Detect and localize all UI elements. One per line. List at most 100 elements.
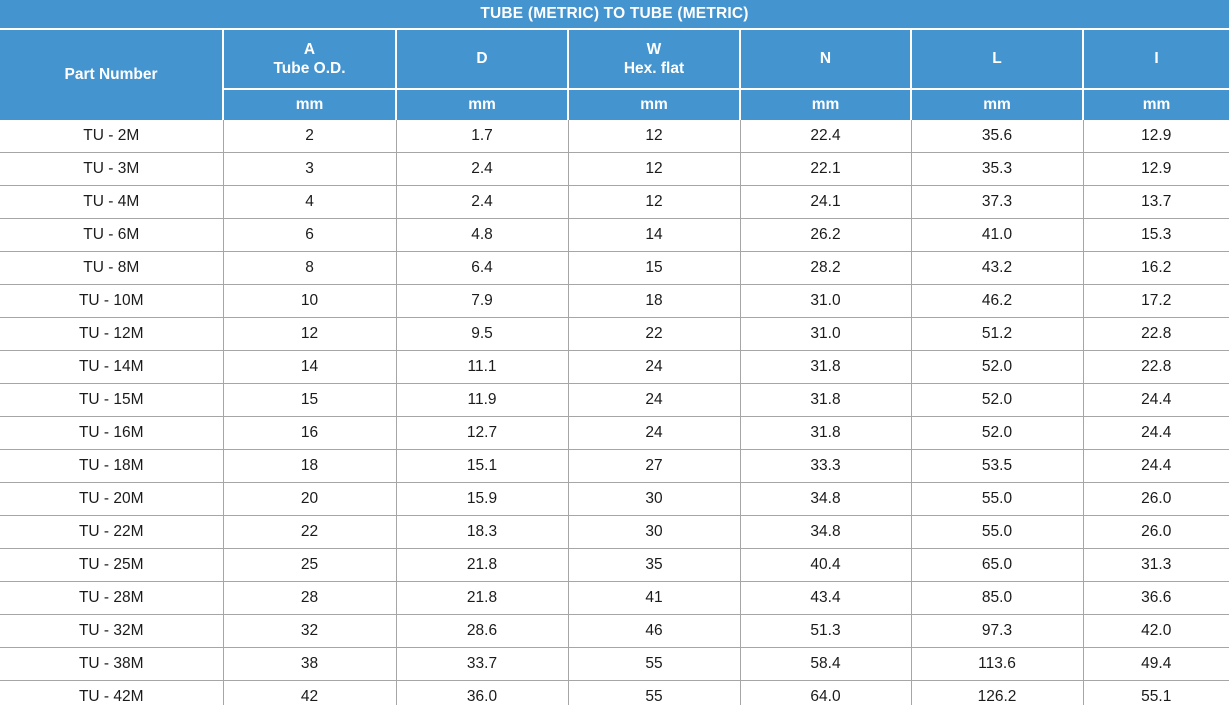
value-cell: 65.0 <box>911 548 1084 582</box>
value-cell: 6.4 <box>396 251 569 285</box>
value-cell: 22.8 <box>1083 317 1229 351</box>
value-cell: 24 <box>568 416 741 450</box>
value-cell: 4 <box>223 185 397 219</box>
part-number-cell: TU - 8M <box>0 251 224 285</box>
value-cell: 12 <box>568 152 741 186</box>
value-cell: 85.0 <box>911 581 1084 615</box>
column-header-part-number: Part Number <box>0 29 224 120</box>
value-cell: 32 <box>223 614 397 648</box>
value-cell: 35.6 <box>911 120 1084 153</box>
value-cell: 16.2 <box>1083 251 1229 285</box>
title-row: TUBE (METRIC) TO TUBE (METRIC) <box>0 0 1229 30</box>
value-cell: 43.4 <box>740 581 912 615</box>
part-number-cell: TU - 22M <box>0 515 224 549</box>
table-row: TU - 8M 8 6.4 15 28.2 43.2 16.2 <box>0 251 1229 285</box>
value-cell: 11.9 <box>396 383 569 417</box>
value-cell: 25 <box>223 548 397 582</box>
value-cell: 13.7 <box>1083 185 1229 219</box>
part-number-cell: TU - 2M <box>0 120 224 153</box>
value-cell: 14 <box>568 218 741 252</box>
part-number-cell: TU - 16M <box>0 416 224 450</box>
part-number-cell: TU - 3M <box>0 152 224 186</box>
unit-header-a: mm <box>223 89 397 120</box>
value-cell: 18 <box>223 449 397 483</box>
value-cell: 2.4 <box>396 152 569 186</box>
column-header-l: L <box>911 29 1084 90</box>
value-cell: 22.4 <box>740 120 912 153</box>
value-cell: 12.7 <box>396 416 569 450</box>
value-cell: 52.0 <box>911 416 1084 450</box>
value-cell: 51.3 <box>740 614 912 648</box>
value-cell: 20 <box>223 482 397 516</box>
unit-header-n: mm <box>740 89 912 120</box>
value-cell: 28.6 <box>396 614 569 648</box>
table-body: TU - 2M 2 1.7 12 22.4 35.6 12.9 TU - 3M 3 2.4 12 22… <box>0 120 1229 705</box>
value-cell: 41.0 <box>911 218 1084 252</box>
value-cell: 18 <box>568 284 741 318</box>
value-cell: 12.9 <box>1083 120 1229 153</box>
value-cell: 55 <box>568 647 741 681</box>
value-cell: 16 <box>223 416 397 450</box>
table-row: TU - 14M 14 11.1 24 31.8 52.0 22.8 <box>0 350 1229 384</box>
column-header-i: I <box>1083 29 1229 90</box>
table-row: TU - 3M 3 2.4 12 22.1 35.3 12.9 <box>0 152 1229 186</box>
value-cell: 12 <box>568 120 741 153</box>
value-cell: 31.8 <box>740 416 912 450</box>
part-number-cell: TU - 20M <box>0 482 224 516</box>
value-cell: 52.0 <box>911 350 1084 384</box>
part-number-cell: TU - 42M <box>0 680 224 705</box>
value-cell: 2 <box>223 120 397 153</box>
value-cell: 35 <box>568 548 741 582</box>
value-cell: 21.8 <box>396 581 569 615</box>
value-cell: 31.0 <box>740 317 912 351</box>
column-header-n: N <box>740 29 912 90</box>
value-cell: 24 <box>568 383 741 417</box>
value-cell: 24.4 <box>1083 383 1229 417</box>
value-cell: 12 <box>223 317 397 351</box>
column-header-w-label: W <box>646 40 662 58</box>
column-header-row: Part Number A Tube O.D. D W Hex. flat N … <box>0 29 1229 120</box>
part-number-cell: TU - 38M <box>0 647 224 681</box>
unit-header-l: mm <box>911 89 1084 120</box>
value-cell: 31.8 <box>740 383 912 417</box>
value-cell: 22.1 <box>740 152 912 186</box>
value-cell: 31.3 <box>1083 548 1229 582</box>
value-cell: 49.4 <box>1083 647 1229 681</box>
table-row: TU - 42M 42 36.0 55 64.0 126.2 55.1 <box>0 680 1229 705</box>
value-cell: 31.8 <box>740 350 912 384</box>
value-cell: 41 <box>568 581 741 615</box>
value-cell: 36.0 <box>396 680 569 705</box>
value-cell: 27 <box>568 449 741 483</box>
value-cell: 1.7 <box>396 120 569 153</box>
part-number-cell: TU - 10M <box>0 284 224 318</box>
column-header-w-sublabel: Hex. flat <box>623 60 685 77</box>
value-cell: 55.0 <box>911 482 1084 516</box>
value-cell: 8 <box>223 251 397 285</box>
value-cell: 24.4 <box>1083 416 1229 450</box>
value-cell: 42.0 <box>1083 614 1229 648</box>
value-cell: 6 <box>223 218 397 252</box>
part-number-cell: TU - 18M <box>0 449 224 483</box>
value-cell: 37.3 <box>911 185 1084 219</box>
value-cell: 35.3 <box>911 152 1084 186</box>
value-cell: 64.0 <box>740 680 912 705</box>
value-cell: 55.0 <box>911 515 1084 549</box>
value-cell: 26.2 <box>740 218 912 252</box>
value-cell: 28 <box>223 581 397 615</box>
value-cell: 46.2 <box>911 284 1084 318</box>
value-cell: 17.2 <box>1083 284 1229 318</box>
value-cell: 18.3 <box>396 515 569 549</box>
column-header-w: W Hex. flat <box>568 29 741 90</box>
value-cell: 12 <box>568 185 741 219</box>
part-number-cell: TU - 28M <box>0 581 224 615</box>
table-title: TUBE (METRIC) TO TUBE (METRIC) <box>0 0 1229 30</box>
table-row: TU - 22M 22 18.3 30 34.8 55.0 26.0 <box>0 515 1229 549</box>
value-cell: 3 <box>223 152 397 186</box>
value-cell: 126.2 <box>911 680 1084 705</box>
value-cell: 58.4 <box>740 647 912 681</box>
column-header-a-label: A <box>303 40 316 58</box>
part-number-cell: TU - 4M <box>0 185 224 219</box>
table-row: TU - 32M 32 28.6 46 51.3 97.3 42.0 <box>0 614 1229 648</box>
value-cell: 55 <box>568 680 741 705</box>
value-cell: 7.9 <box>396 284 569 318</box>
